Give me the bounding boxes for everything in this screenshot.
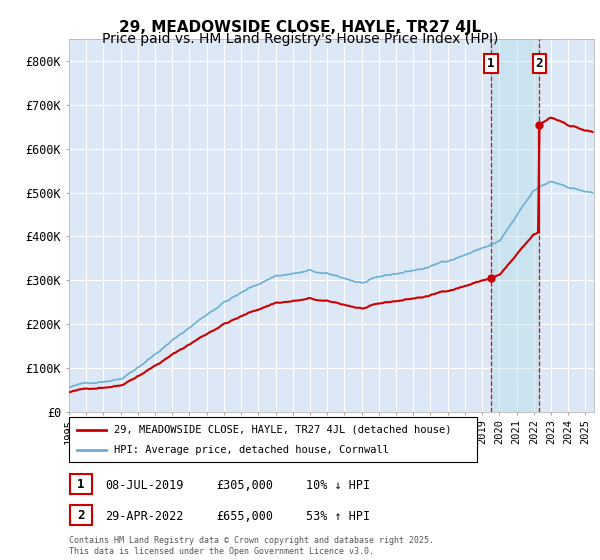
Text: 53% ↑ HPI: 53% ↑ HPI [306, 510, 370, 523]
Text: 29, MEADOWSIDE CLOSE, HAYLE, TR27 4JL (detached house): 29, MEADOWSIDE CLOSE, HAYLE, TR27 4JL (d… [114, 424, 451, 435]
Text: Price paid vs. HM Land Registry's House Price Index (HPI): Price paid vs. HM Land Registry's House … [102, 32, 498, 46]
Text: 2: 2 [77, 508, 85, 522]
Text: 2: 2 [536, 57, 543, 70]
Text: 1: 1 [487, 57, 495, 70]
FancyBboxPatch shape [69, 417, 477, 462]
Text: 29-APR-2022: 29-APR-2022 [105, 510, 184, 523]
Bar [491, 39, 539, 412]
Text: 29, MEADOWSIDE CLOSE, HAYLE, TR27 4JL: 29, MEADOWSIDE CLOSE, HAYLE, TR27 4JL [119, 20, 481, 35]
Text: HPI: Average price, detached house, Cornwall: HPI: Average price, detached house, Corn… [114, 445, 389, 455]
Text: 10% ↓ HPI: 10% ↓ HPI [306, 479, 370, 492]
Text: Contains HM Land Registry data © Crown copyright and database right 2025.
This d: Contains HM Land Registry data © Crown c… [69, 536, 434, 556]
Text: 08-JUL-2019: 08-JUL-2019 [105, 479, 184, 492]
Text: £655,000: £655,000 [216, 510, 273, 523]
FancyBboxPatch shape [70, 505, 92, 525]
Text: £305,000: £305,000 [216, 479, 273, 492]
FancyBboxPatch shape [70, 474, 92, 494]
Text: 1: 1 [77, 478, 85, 491]
